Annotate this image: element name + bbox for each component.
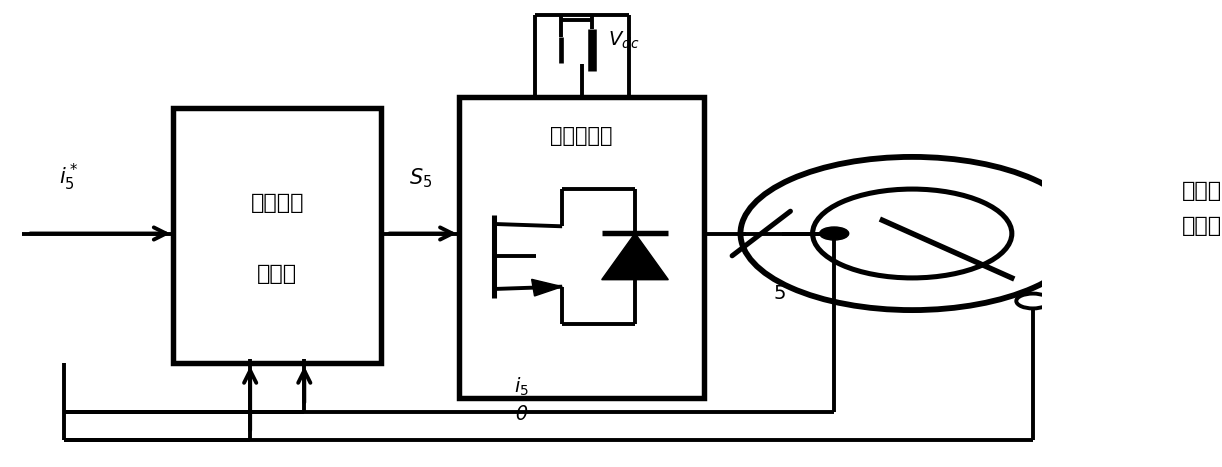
Text: 同步电机: 同步电机 <box>1182 216 1222 236</box>
Bar <box>459 97 704 398</box>
Text: 六相变频器: 六相变频器 <box>550 126 613 146</box>
Text: $V_{dc}$: $V_{dc}$ <box>607 30 639 51</box>
Polygon shape <box>532 279 562 296</box>
Text: 六相永磁: 六相永磁 <box>1182 181 1222 201</box>
Polygon shape <box>601 234 668 280</box>
Text: $i_5$: $i_5$ <box>514 375 529 398</box>
Bar <box>174 108 381 363</box>
Text: 控制器: 控制器 <box>257 264 297 284</box>
Text: 5: 5 <box>774 284 786 304</box>
Text: $S_5$: $S_5$ <box>408 166 433 190</box>
Text: $i_5^*$: $i_5^*$ <box>60 162 78 193</box>
Circle shape <box>820 227 849 240</box>
Text: $\theta$: $\theta$ <box>516 405 529 424</box>
Text: 容错预测: 容错预测 <box>251 192 304 212</box>
